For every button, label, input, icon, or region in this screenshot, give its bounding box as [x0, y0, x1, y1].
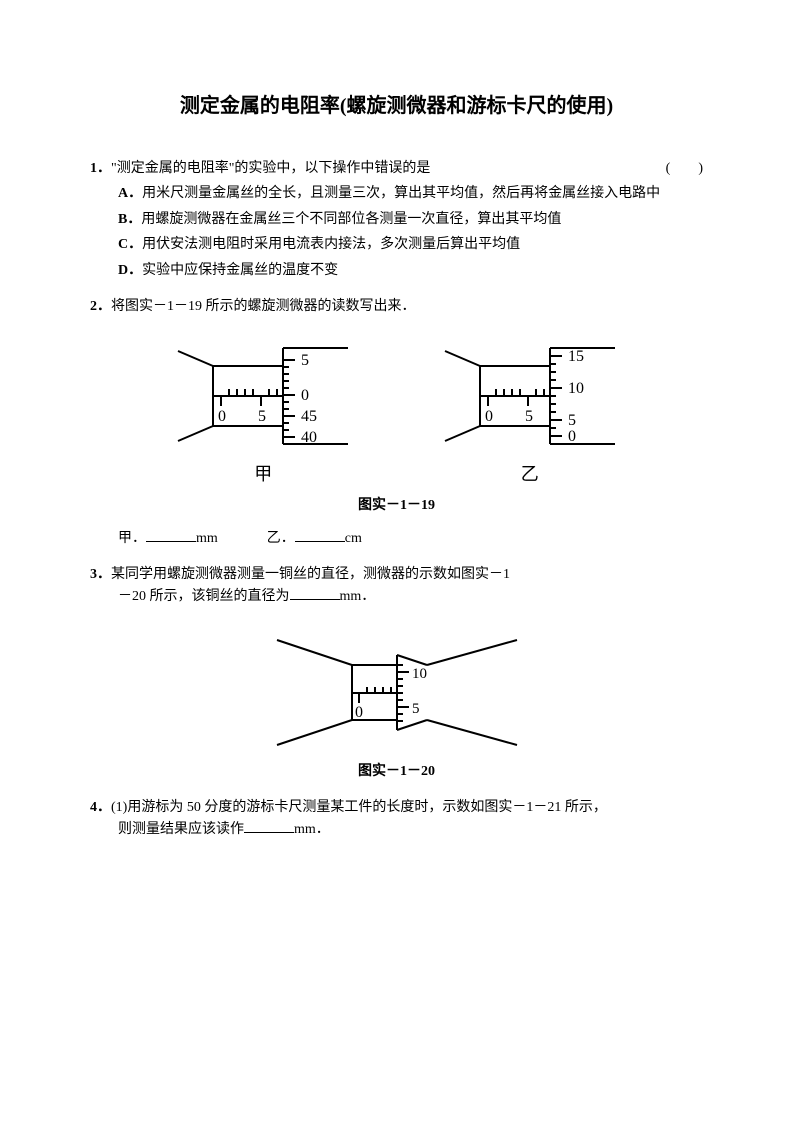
figure-yi: 0 5 15 10 5 0 乙: [440, 336, 620, 489]
fig-caption-19: 图实－1－19: [90, 495, 703, 517]
yi-main-0: 0: [485, 408, 493, 425]
yi-t-10: 10: [568, 380, 584, 397]
q4-text-cont: 则测量结果应该读作 mm．: [90, 819, 703, 841]
jia-t-40: 40: [301, 429, 317, 446]
q2-answers: 甲． mm 乙． cm: [90, 528, 703, 550]
q1-a-text: 用米尺测量金属丝的全长，且测量三次，算出其平均值，然后再将金属丝接入电路中: [142, 186, 660, 201]
blank-jia[interactable]: [146, 528, 196, 542]
q4-text: (1)用游标为 50 分度的游标卡尺测量某工件的长度时，示数如图实－1－21 所…: [111, 797, 703, 819]
unit-yi: cm: [345, 531, 362, 546]
yi-t-5: 5: [568, 412, 576, 429]
q3-text-a: 某同学用螺旋测微器测量一铜丝的直径，测微器的示数如图实－1: [111, 567, 510, 582]
ans-jia-label: 甲．: [118, 531, 146, 546]
q4-number: 4．: [90, 797, 111, 819]
q1-text: "测定金属的电阻率"的实验中，以下操作中错误的是 ( ): [111, 158, 703, 180]
q3-text: 某同学用螺旋测微器测量一铜丝的直径，测微器的示数如图实－1: [111, 564, 703, 586]
q1-option-d: D．实验中应保持金属丝的温度不变: [118, 260, 703, 282]
question-2: 2． 将图实－1－19 所示的螺旋测微器的读数写出来．: [90, 296, 703, 550]
label-jia: 甲: [173, 460, 353, 489]
jia-main-5: 5: [258, 408, 266, 425]
q2-text: 将图实－1－19 所示的螺旋测微器的读数写出来．: [111, 296, 703, 318]
q1-d-label: D．: [118, 263, 142, 278]
m3-main-0: 0: [355, 704, 363, 721]
m3-t-10: 10: [412, 666, 427, 682]
q4-unit: mm．: [294, 822, 330, 837]
jia-t-0: 0: [301, 387, 309, 404]
q1-option-c: C．用伏安法测电阻时采用电流表内接法，多次测量后算出平均值: [118, 234, 703, 256]
q1-c-label: C．: [118, 237, 142, 252]
jia-main-0: 0: [218, 408, 226, 425]
q1-d-text: 实验中应保持金属丝的温度不变: [142, 263, 338, 278]
q1-a-label: A．: [118, 186, 142, 201]
q2-number: 2．: [90, 296, 111, 318]
fig-caption-20: 图实－1－20: [90, 761, 703, 783]
blank-q4[interactable]: [244, 819, 294, 833]
question-3: 3． 某同学用螺旋测微器测量一铜丝的直径，测微器的示数如图实－1 －20 所示，…: [90, 564, 703, 783]
jia-t-5: 5: [301, 352, 309, 369]
yi-t-15: 15: [568, 348, 584, 365]
ans-yi-label: 乙．: [267, 531, 295, 546]
page-title: 测定金属的电阻率(螺旋测微器和游标卡尺的使用): [90, 90, 703, 122]
figure-jia: 0 5 5 0 45 40 甲: [173, 336, 353, 489]
q1-c-text: 用伏安法测电阻时采用电流表内接法，多次测量后算出平均值: [142, 237, 520, 252]
jia-t-45: 45: [301, 408, 317, 425]
q4-text-b: 则测量结果应该读作: [118, 822, 244, 837]
q1-b-label: B．: [118, 212, 141, 227]
blank-yi[interactable]: [295, 528, 345, 542]
blank-q3[interactable]: [290, 586, 340, 600]
q1-b-text: 用螺旋测微器在金属丝三个不同部位各测量一次直径，算出其平均值: [141, 212, 561, 227]
q1-stem: "测定金属的电阻率"的实验中，以下操作中错误的是: [111, 161, 430, 176]
q1-paren: ( ): [666, 158, 703, 180]
yi-t-0: 0: [568, 428, 576, 445]
yi-main-5: 5: [525, 408, 533, 425]
q4-text-a: (1)用游标为 50 分度的游标卡尺测量某工件的长度时，示数如图实－1－21 所…: [111, 800, 607, 815]
q1-option-b: B．用螺旋测微器在金属丝三个不同部位各测量一次直径，算出其平均值: [118, 209, 703, 231]
question-1: 1． "测定金属的电阻率"的实验中，以下操作中错误的是 ( ) A．用米尺测量金…: [90, 158, 703, 282]
q3-unit: mm．: [340, 589, 376, 604]
label-yi: 乙: [440, 460, 620, 489]
q3-text-cont: －20 所示，该铜丝的直径为 mm．: [90, 586, 703, 608]
q3-text-b: －20 所示，该铜丝的直径为: [118, 589, 290, 604]
q1-number: 1．: [90, 158, 111, 180]
question-4: 4． (1)用游标为 50 分度的游标卡尺测量某工件的长度时，示数如图实－1－2…: [90, 797, 703, 842]
q1-option-a: A．用米尺测量金属丝的全长，且测量三次，算出其平均值，然后再将金属丝接入电路中: [118, 183, 703, 205]
q3-number: 3．: [90, 564, 111, 586]
unit-jia: mm: [196, 531, 218, 546]
figure-20: 0 10 5: [90, 625, 703, 755]
m3-t-5: 5: [412, 701, 420, 717]
